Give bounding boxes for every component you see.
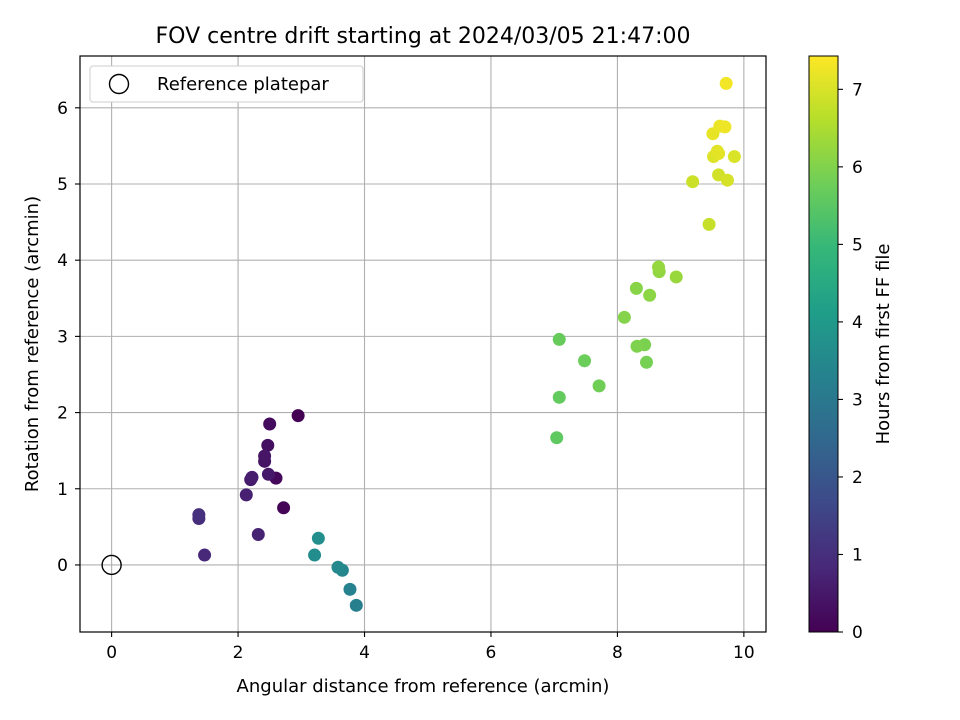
scatter-point <box>261 438 275 452</box>
colorbar-tick-label: 0 <box>852 623 863 643</box>
scatter-point <box>640 355 654 369</box>
scatter-point <box>245 470 259 484</box>
scatter-point <box>718 120 732 134</box>
x-tick-label: 2 <box>233 643 244 663</box>
scatter-point <box>258 449 272 463</box>
scatter-point <box>652 260 666 274</box>
colorbar-tick-label: 4 <box>852 313 863 333</box>
reference-point <box>101 554 122 576</box>
scatter-points <box>192 76 741 612</box>
scatter-point <box>552 332 566 346</box>
y-tick-label: 4 <box>57 251 68 271</box>
x-tick-label: 6 <box>486 643 497 663</box>
y-axis-label: Rotation from reference (arcmin) <box>22 196 43 492</box>
colorbar-tick-label: 3 <box>852 390 863 410</box>
scatter-point <box>311 531 325 545</box>
x-axis-ticks: 0 2 4 6 8 10 <box>106 632 755 663</box>
scatter-point <box>720 173 734 187</box>
x-tick-label: 0 <box>106 643 117 663</box>
colorbar-label: Hours from first FF file <box>873 244 894 445</box>
colorbar-tick-label: 7 <box>852 80 863 100</box>
scatter-point <box>617 310 631 324</box>
x-tick-label: 4 <box>359 643 370 663</box>
scatter-point <box>727 150 741 164</box>
y-tick-label: 6 <box>57 99 68 119</box>
y-tick-label: 3 <box>57 327 68 347</box>
scatter-point <box>629 281 643 295</box>
scatter-point <box>630 339 644 353</box>
y-tick-label: 5 <box>57 175 68 195</box>
scatter-point <box>343 582 357 596</box>
colorbar-tick-label: 2 <box>852 468 863 488</box>
scatter-point <box>552 390 566 404</box>
y-tick-label: 2 <box>57 404 68 424</box>
scatter-point <box>239 488 253 502</box>
x-axis-label: Angular distance from reference (arcmin) <box>237 676 610 697</box>
scatter-point <box>592 379 606 393</box>
scatter-point <box>349 598 363 612</box>
scatter-point <box>719 76 733 90</box>
plot-frame <box>79 55 767 633</box>
colorbar-tick-label: 1 <box>852 545 863 565</box>
scatter-point <box>331 560 345 574</box>
legend: Reference platepar <box>89 65 364 103</box>
scatter-point <box>712 147 726 161</box>
scatter-point <box>263 417 277 431</box>
scatter-point <box>686 175 700 189</box>
y-tick-label: 0 <box>57 556 68 576</box>
scatter-point <box>669 270 683 284</box>
colorbar-ticks: 0 1 2 3 4 5 6 7 <box>838 80 863 643</box>
legend-box <box>89 65 364 103</box>
scatter-point <box>192 508 206 522</box>
colorbar-tick-label: 5 <box>852 235 863 255</box>
chart-title: FOV centre drift starting at 2024/03/05 … <box>156 24 691 49</box>
scatter-point <box>251 527 265 541</box>
x-tick-label: 8 <box>612 643 623 663</box>
colorbar <box>808 55 839 633</box>
scatter-point <box>308 548 322 562</box>
y-tick-label: 1 <box>57 480 68 500</box>
scatter-point <box>277 501 291 515</box>
x-tick-label: 10 <box>733 643 755 663</box>
scatter-point <box>198 548 212 562</box>
legend-marker-icon <box>108 73 130 95</box>
grid-lines <box>80 56 766 632</box>
scatter-point <box>291 409 305 423</box>
legend-label: Reference platepar <box>157 74 329 95</box>
scatter-point <box>578 354 592 368</box>
plot-area <box>80 56 766 632</box>
y-axis-ticks: 0 1 2 3 4 5 6 <box>57 99 80 576</box>
scatter-point <box>261 467 275 481</box>
scatter-point <box>702 217 716 231</box>
scatter-point <box>643 288 657 302</box>
scatter-point <box>550 431 564 445</box>
colorbar-tick-label: 6 <box>852 158 863 178</box>
